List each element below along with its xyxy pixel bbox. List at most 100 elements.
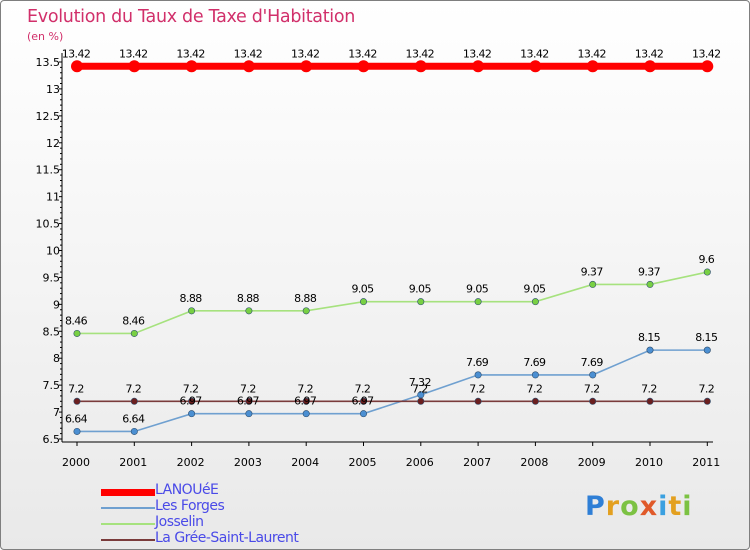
data-point: [531, 397, 539, 405]
data-label: 6.97: [237, 395, 260, 408]
data-label: 8.46: [65, 314, 88, 327]
data-label: 6.64: [122, 412, 145, 425]
data-label: 13.42: [692, 47, 721, 60]
chart-title: Evolution du Taux de Taxe d'Habitation: [27, 7, 356, 27]
data-point: [185, 60, 198, 73]
data-label: 13.42: [406, 47, 435, 60]
data-point: [242, 60, 255, 73]
data-label: 13.42: [234, 47, 263, 60]
data-label: 7.2: [412, 382, 428, 395]
data-label: 13.42: [463, 47, 492, 60]
data-point: [701, 60, 714, 73]
data-point: [73, 427, 81, 435]
x-tick-label: 2002: [177, 456, 205, 469]
y-tick-label: 8: [53, 352, 60, 365]
data-label: 13.42: [291, 47, 320, 60]
data-label: 9.05: [523, 283, 546, 296]
data-point: [531, 298, 539, 306]
data-label: 13.42: [119, 47, 148, 60]
data-point: [302, 410, 310, 418]
data-point: [130, 397, 138, 405]
legend-label: Les Forges: [155, 498, 225, 514]
data-point: [188, 307, 196, 315]
data-point: [414, 60, 427, 73]
data-point: [531, 371, 539, 379]
legend-label: LANOUéE: [155, 482, 219, 498]
data-label: 8.46: [122, 314, 145, 327]
data-label: 6.64: [65, 412, 88, 425]
data-point: [646, 397, 654, 405]
x-tick-label: 2003: [234, 456, 262, 469]
y-tick-label: 6.5: [43, 433, 61, 446]
x-tick-label: 2000: [62, 456, 90, 469]
data-point: [589, 371, 597, 379]
data-point: [302, 397, 310, 405]
series-line-les-forges: [77, 349, 708, 433]
data-point: [359, 397, 367, 405]
legend-label: Josselin: [155, 514, 204, 530]
data-label: 6.97: [180, 395, 203, 408]
data-label: 9.37: [638, 265, 661, 278]
data-point: [586, 60, 599, 73]
logo-letter: o: [620, 491, 640, 522]
x-tick-label: 2007: [463, 456, 491, 469]
data-point: [245, 397, 253, 405]
x-tick-label: 2004: [291, 456, 319, 469]
data-point: [646, 346, 654, 354]
data-point: [73, 329, 81, 337]
x-tick-label: 2001: [119, 456, 147, 469]
y-tick-label: 10.5: [36, 218, 61, 231]
data-label: 9.05: [409, 283, 432, 296]
data-point: [302, 307, 310, 315]
data-point: [646, 280, 654, 288]
data-label: 7.2: [469, 382, 485, 395]
data-point: [359, 410, 367, 418]
data-label: 13.42: [520, 47, 549, 60]
data-point: [472, 60, 485, 73]
x-tick-label: 2010: [635, 456, 663, 469]
data-label: 13.42: [62, 47, 91, 60]
legend-swatch: [101, 507, 155, 509]
data-label: 7.69: [581, 356, 604, 369]
data-point: [73, 397, 81, 405]
data-label: 7.2: [698, 382, 714, 395]
data-label: 6.97: [294, 395, 317, 408]
data-point: [589, 397, 597, 405]
y-tick-label: 9.5: [43, 271, 61, 284]
data-point: [188, 397, 196, 405]
logo-letter: t: [668, 491, 683, 522]
data-point: [245, 410, 253, 418]
y-tick-label: 12: [46, 137, 60, 150]
data-point: [417, 397, 425, 405]
data-label: 9.05: [351, 283, 374, 296]
data-label: 6.97: [351, 395, 374, 408]
data-point: [644, 60, 656, 73]
data-label: 7.2: [183, 382, 199, 395]
legend-swatch: [101, 489, 155, 496]
data-point: [130, 427, 138, 435]
data-label: 8.15: [695, 331, 718, 344]
y-tick-label: 8.5: [43, 325, 61, 338]
data-label: 7.2: [584, 382, 600, 395]
logo-letter: i: [658, 491, 669, 522]
data-point: [417, 298, 425, 306]
data-label: 9.37: [581, 265, 604, 278]
data-label: 8.88: [294, 292, 317, 305]
data-label: 13.42: [577, 47, 606, 60]
data-point: [589, 280, 597, 288]
data-point: [474, 298, 482, 306]
data-label: 13.42: [176, 47, 205, 60]
y-tick-label: 10: [46, 245, 60, 258]
y-axis-unit-label: (en %): [27, 30, 64, 43]
data-label: 8.88: [237, 292, 260, 305]
data-point: [300, 60, 313, 73]
proxiti-logo: Proxiti: [585, 491, 693, 522]
data-point: [474, 397, 482, 405]
data-label: 8.15: [638, 331, 661, 344]
data-point: [359, 298, 367, 306]
y-tick-label: 7.5: [43, 379, 61, 392]
y-tick-label: 13: [46, 83, 60, 96]
x-tick-label: 2011: [692, 456, 720, 469]
